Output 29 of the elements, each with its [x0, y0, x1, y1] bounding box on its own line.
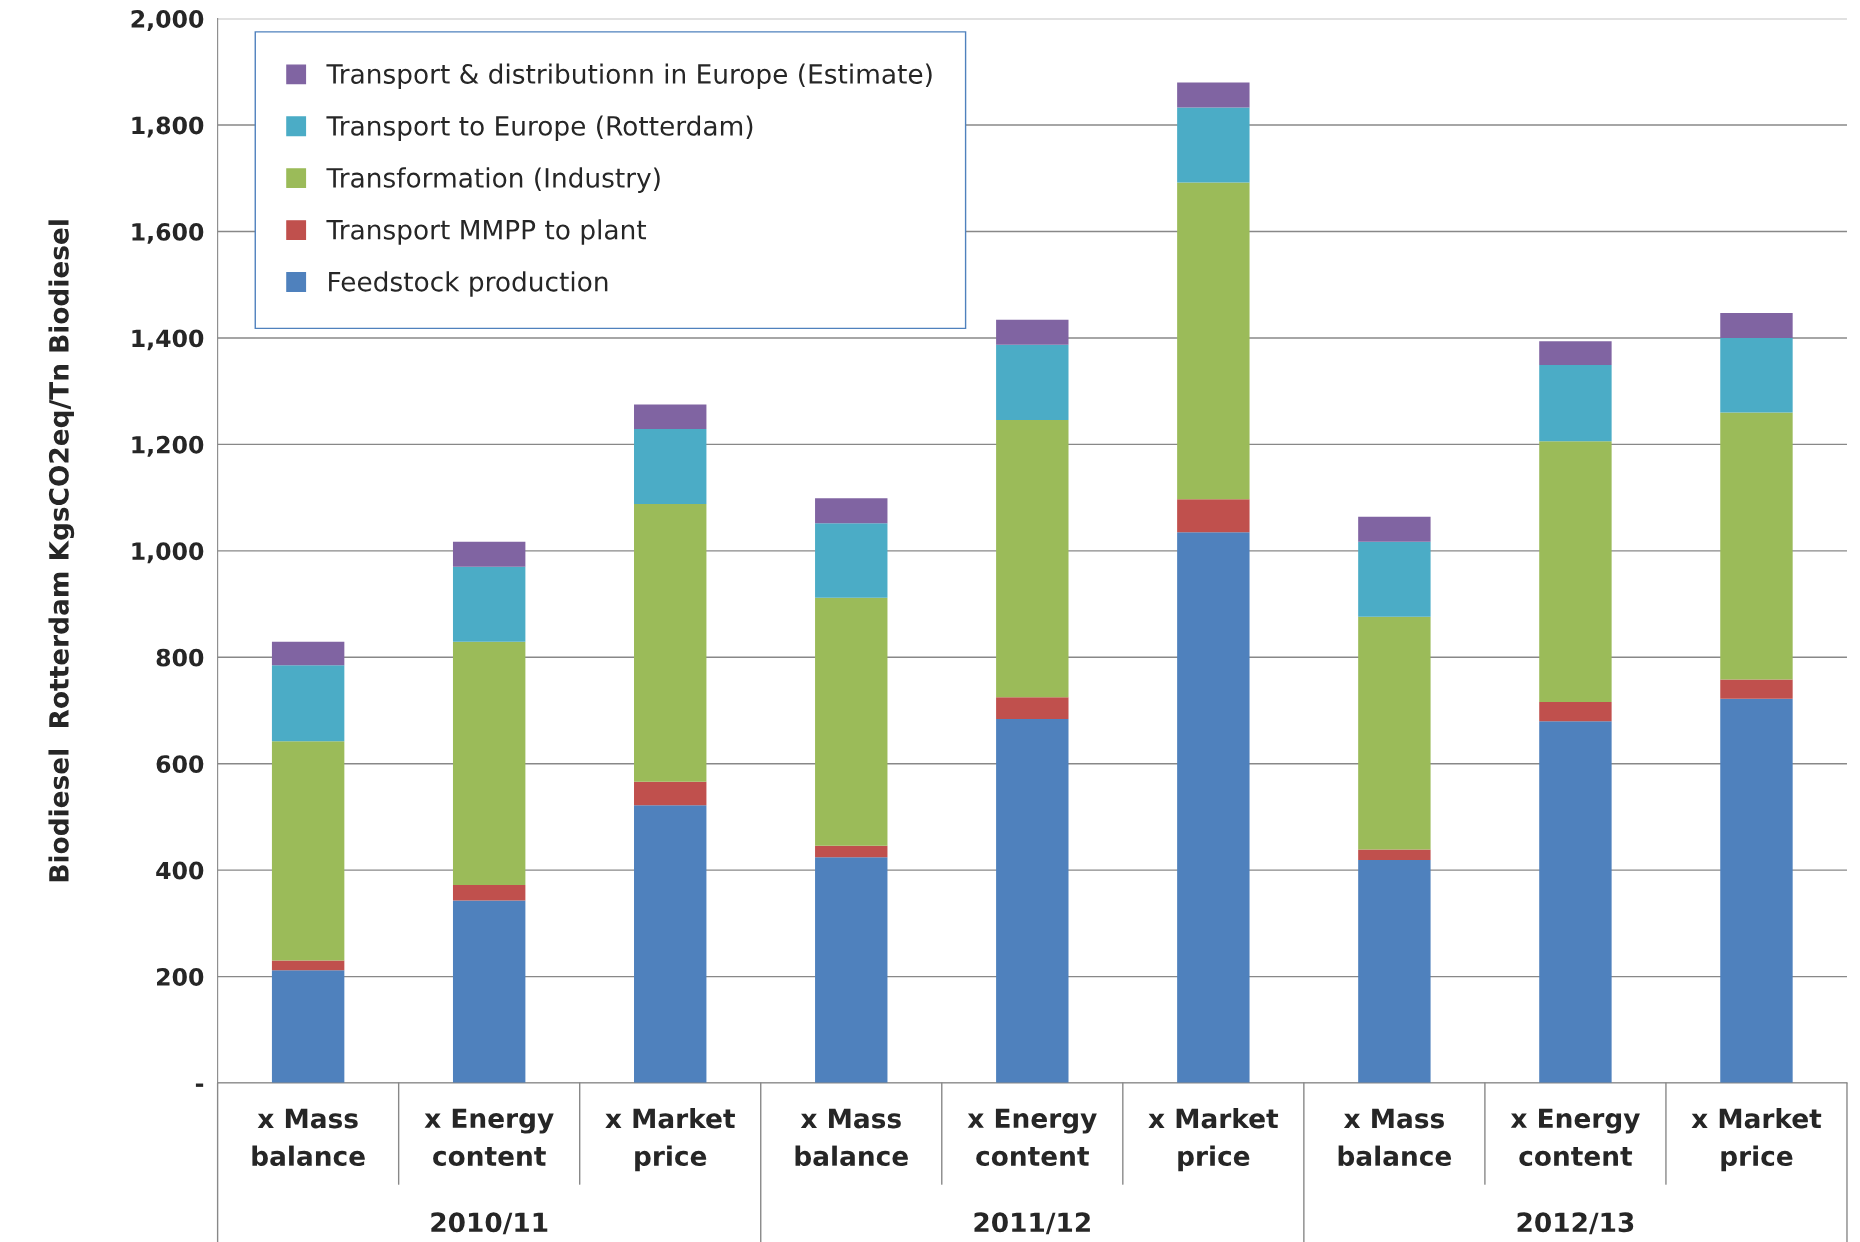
legend-label: Transport MMPP to plant [326, 219, 647, 245]
x-tick-label: x Energy content [1510, 1108, 1640, 1167]
text: 2010/11 [431, 1212, 548, 1235]
y-tick-label: 600 [156, 755, 204, 774]
y-tick-label: 1,600 [132, 222, 204, 244]
x-tick-label: x Mass balance [795, 1108, 908, 1167]
y-tick-label: 1,800 [132, 116, 204, 138]
legend-label: Feedstock production [329, 271, 608, 297]
x-tick-label: x Market price [605, 1108, 735, 1172]
y-tick-label: 1,200 [132, 435, 204, 457]
x-tick-label: x Mass balance [252, 1108, 365, 1167]
x-tick-label: x Energy content [424, 1108, 554, 1167]
y-tick-label: 1,400 [132, 329, 204, 351]
y-tick-label: 200 [157, 968, 204, 986]
y-tick-label: - [195, 1083, 204, 1087]
x-tick-label: x Market price [1148, 1108, 1279, 1172]
y-tick-label: 800 [156, 648, 204, 667]
legend-label: Transport to Europe (Rotterdam) [326, 115, 753, 141]
y-tick-label: 1,000 [132, 542, 204, 564]
legend-label: Transformation (Industry) [326, 167, 660, 193]
x-tick-label: x Energy content [967, 1108, 1097, 1167]
legend-label: Transport & distributionn in Europe (Estimate) [326, 63, 932, 90]
y-axis-title: Biodiesel Rotterdam KgsCO2eq/Tn Biodiesel [48, 220, 75, 882]
text: 2011/12 [974, 1212, 1090, 1235]
y-tick-label: 400 [156, 861, 204, 880]
x-tick-label: x Market price [1691, 1108, 1822, 1172]
text: 2012/13 [1517, 1212, 1634, 1235]
x-tick-label: x Mass balance [1338, 1108, 1452, 1167]
y-tick-label: 2,000 [131, 10, 204, 31]
